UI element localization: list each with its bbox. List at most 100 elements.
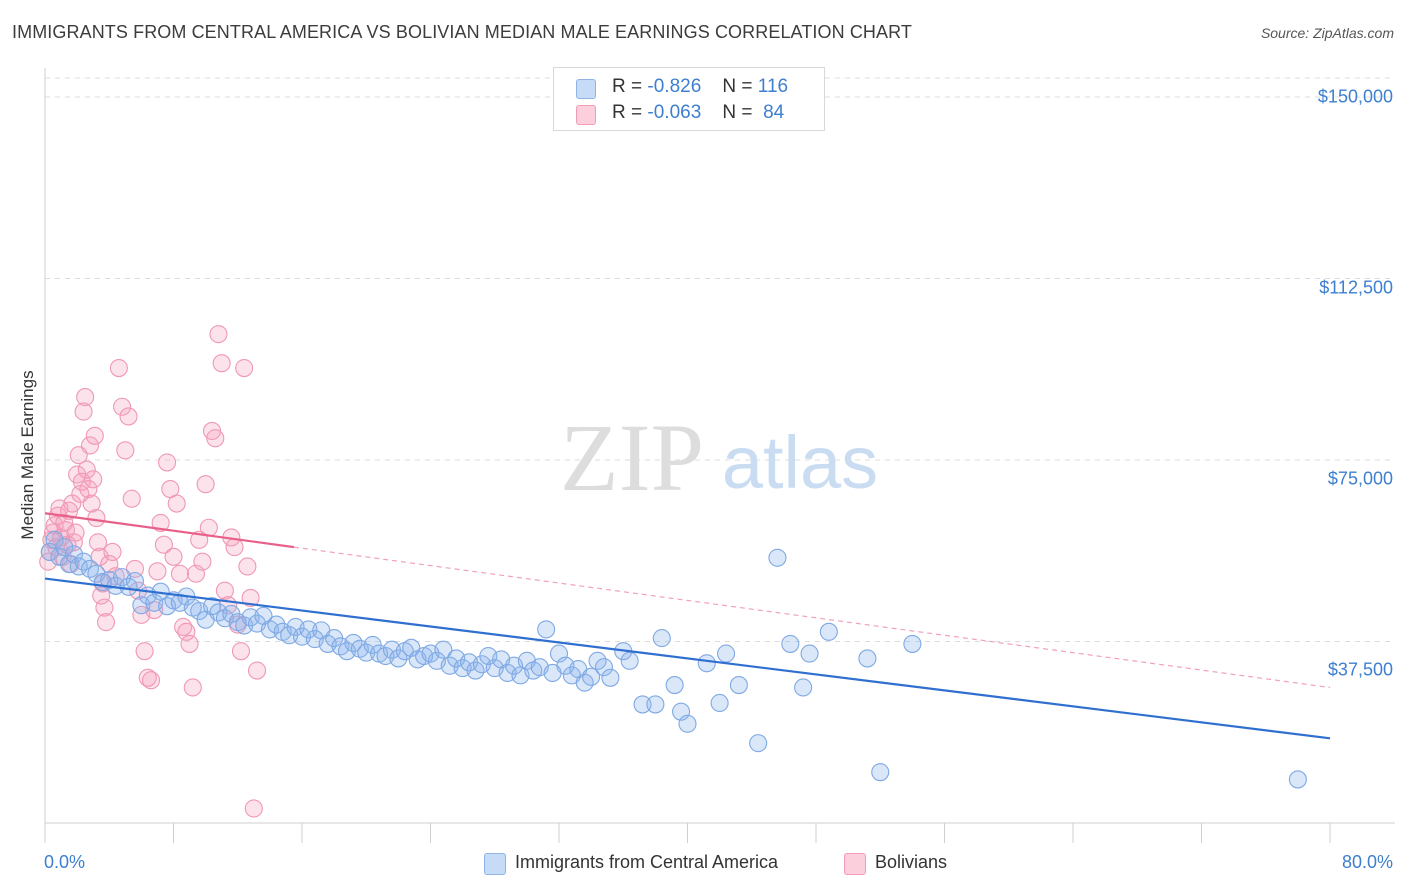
bolivians-point (77, 460, 96, 479)
bolivians-point (238, 557, 257, 576)
central-america-point (749, 734, 768, 753)
bolivians-point (87, 509, 106, 528)
bolivians-point (235, 358, 254, 378)
central-america-point (69, 557, 88, 576)
central-america-point (74, 552, 93, 571)
x-tick-label: 80.0% (1341, 852, 1393, 872)
legend: Immigrants from Central America Bolivian… (0, 852, 1406, 878)
central-america-point (45, 530, 64, 549)
central-america-point (125, 571, 144, 591)
axes (44, 68, 1395, 843)
bolivians-swatch (576, 105, 596, 125)
bolivians-point (247, 661, 267, 680)
bolivians-point (206, 429, 225, 448)
central-america-legend-swatch (484, 853, 506, 875)
central-america-point (50, 547, 69, 566)
bolivians-point (148, 562, 167, 581)
legend-label: Bolivians (875, 852, 948, 872)
y-axis-label: Median Male Earnings (18, 370, 37, 540)
central-america-point (64, 545, 83, 564)
n-label: N = (722, 102, 753, 123)
bolivians-point (85, 426, 104, 445)
bolivians-point (174, 617, 193, 637)
central-america-point (800, 644, 819, 663)
central-america-point (633, 695, 652, 714)
central-america-point (819, 622, 838, 641)
central-america-point (389, 649, 408, 668)
bolivians-point (74, 402, 93, 421)
bolivians-point (193, 552, 212, 571)
bolivians-point (177, 622, 196, 641)
bolivians-point (212, 354, 231, 373)
n-value: 116 (757, 76, 789, 97)
central-america-points (40, 530, 1307, 789)
bolivians-point (141, 671, 161, 690)
r-label: R = (612, 102, 643, 123)
bolivians-point (135, 642, 154, 661)
bolivians-point (225, 538, 244, 557)
central-america-point (537, 620, 556, 639)
bolivians-point (183, 678, 202, 697)
central-america-point (594, 658, 614, 677)
y-tick-label: $75,000 (1327, 468, 1393, 489)
central-america-point (794, 678, 813, 697)
bolivians-point (119, 407, 138, 426)
central-america-point (665, 676, 684, 695)
central-america-point (729, 676, 748, 695)
r-value: -0.063 (647, 102, 702, 123)
y-tick-label: $150,000 (1317, 86, 1393, 107)
n-label: N = (722, 76, 753, 97)
central-america-point (678, 714, 697, 733)
central-america-swatch (576, 79, 596, 99)
central-america-point (716, 644, 736, 663)
central-america-point (299, 620, 318, 639)
chart-title: IMMIGRANTS FROM CENTRAL AMERICA VS BOLIV… (12, 22, 912, 42)
bolivians-point (138, 668, 157, 687)
n-value: 84 (763, 102, 785, 123)
bolivians-point (164, 547, 183, 566)
central-america-point (402, 638, 421, 657)
central-america-point (871, 763, 890, 782)
central-america-point (903, 634, 922, 653)
central-america-trend-line (44, 577, 1331, 740)
central-america-point (697, 654, 716, 673)
bolivians-point (215, 581, 234, 600)
y-tick-label: $37,500 (1327, 659, 1393, 680)
legend-label: Immigrants from Central America (515, 852, 779, 872)
central-america-point (620, 651, 639, 670)
stats-legend-box: R = -0.826 N = 116 R = -0.063 N = 84 (553, 67, 825, 131)
bolivians-legend-swatch (844, 853, 866, 875)
r-value: -0.826 (647, 76, 702, 97)
central-america-point (646, 695, 665, 714)
central-america-point (40, 542, 59, 562)
central-america-point (768, 548, 787, 567)
bolivians-point (241, 588, 260, 607)
bolivians-point (209, 325, 228, 344)
central-america-point (858, 649, 877, 668)
bolivians-point (158, 453, 177, 472)
bolivians-point (72, 472, 91, 491)
central-america-point (434, 640, 453, 659)
bolivians-point (231, 642, 251, 661)
bolivians-trend-extension (293, 546, 1331, 689)
bolivians-point (154, 535, 173, 554)
y-tick-label: $112,500 (1319, 277, 1393, 298)
bolivians-point (151, 513, 170, 532)
bolivians-point (244, 799, 263, 818)
bolivians-point (84, 470, 103, 489)
bolivians-point (113, 397, 132, 416)
bolivians-point (95, 598, 114, 617)
central-america-point (601, 668, 620, 687)
central-america-point (1288, 770, 1307, 789)
central-america-point (267, 615, 286, 634)
trend-lines (44, 512, 1331, 740)
watermark-zip: ZIP (560, 404, 704, 511)
bolivians-trend-line (44, 512, 295, 549)
bolivians-point (88, 533, 108, 552)
bolivians-point (167, 494, 186, 513)
bolivians-point (82, 494, 101, 513)
central-america-point (710, 693, 729, 713)
bolivians-point (79, 479, 98, 499)
bolivians-point (196, 475, 215, 494)
